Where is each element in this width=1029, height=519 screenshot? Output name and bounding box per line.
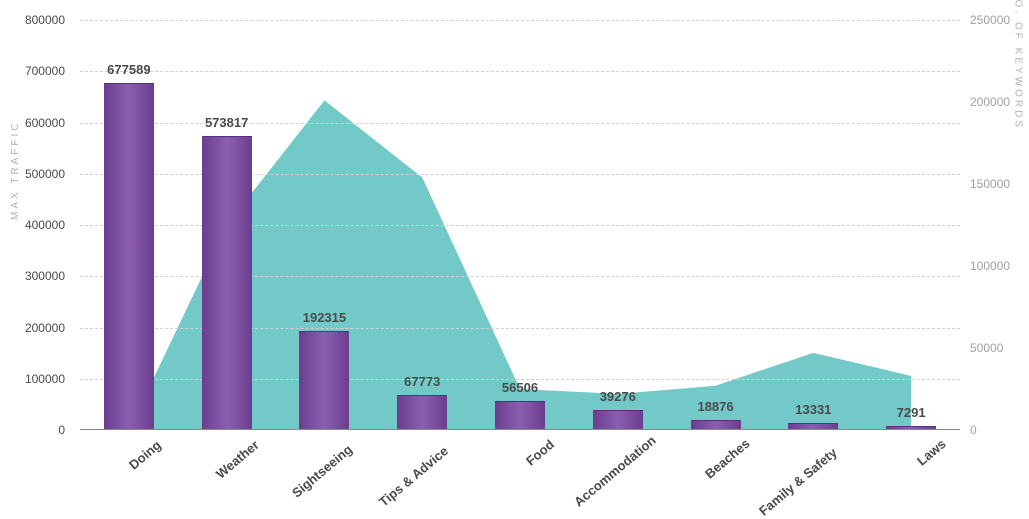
bar-value-label: 18876 [666,399,766,414]
bar-value-label: 573817 [177,115,277,130]
bar-group: 192315 [299,20,349,430]
bar [202,136,252,430]
x-category-label: Tips & Advice [376,443,451,509]
bar-group: 677589 [104,20,154,430]
chart-plot-area: 6775895738171923156777356506392761887613… [80,20,960,430]
x-category-label: Laws [914,436,949,468]
bar-group: 67773 [397,20,447,430]
y-tick-right: 0 [970,423,977,437]
bar-group: 18876 [691,20,741,430]
bar-value-label: 67773 [372,374,472,389]
x-axis-labels: Doing Weather Sightseeing Tips & Advice Food… [80,430,960,510]
bar-group: 573817 [202,20,252,430]
bar-value-label: 13331 [763,402,863,417]
bar-value-label: 56506 [470,380,570,395]
y-axis-left: 0100000200000300000400000500000600000700… [0,20,75,430]
y-axis-right: 050000100000150000200000250000 [960,20,1029,430]
bar-value-label: 677589 [79,62,179,77]
y-tick-right: 250000 [970,13,1010,27]
x-category-label: Doing [126,437,164,472]
bar-value-label: 7291 [861,405,961,420]
y-tick-left: 0 [0,423,65,437]
y-tick-right: 150000 [970,177,1010,191]
bar-value-label: 39276 [568,389,668,404]
bar [104,83,154,430]
bar [593,410,643,430]
y-tick-left: 400000 [0,218,65,232]
y-tick-right: 50000 [970,341,1003,355]
bar [397,395,447,430]
y-tick-left: 100000 [0,372,65,386]
y-tick-right: 200000 [970,95,1010,109]
bar-value-label: 192315 [274,310,374,325]
x-category-label: Sightseeing [289,442,355,501]
y-tick-right: 100000 [970,259,1010,273]
bar-group: 13331 [788,20,838,430]
x-category-label: Food [523,436,557,468]
bar-group: 56506 [495,20,545,430]
bar [495,401,545,430]
bar-group: 7291 [886,20,936,430]
bar-group: 39276 [593,20,643,430]
y-tick-left: 500000 [0,167,65,181]
y-tick-left: 200000 [0,321,65,335]
bar [299,331,349,430]
x-category-label: Accommodation [571,433,659,510]
x-category-label: Beaches [702,436,753,482]
x-category-label: Weather [213,438,262,482]
y-tick-left: 800000 [0,13,65,27]
y-tick-left: 300000 [0,269,65,283]
y-tick-left: 700000 [0,64,65,78]
y-tick-left: 600000 [0,116,65,130]
x-category-label: Family & Safety [756,445,840,519]
